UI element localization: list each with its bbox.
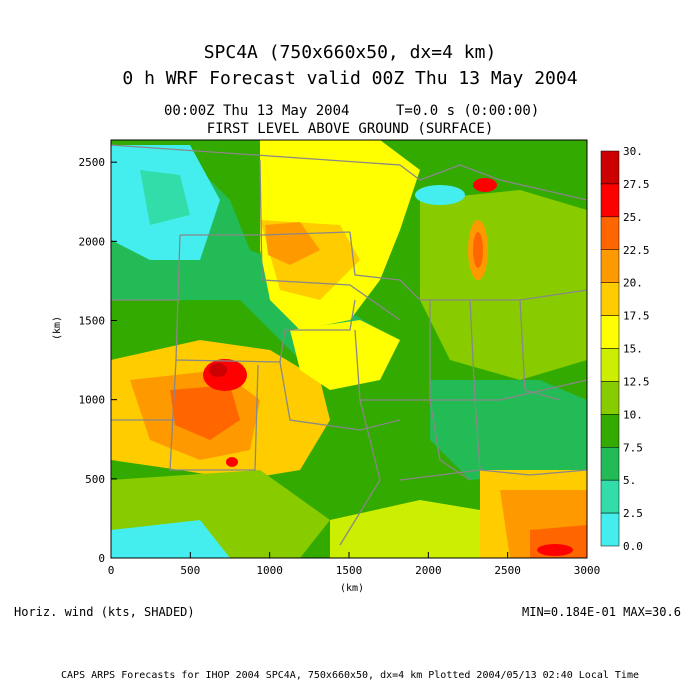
y-tick-label: 1500 bbox=[79, 315, 106, 328]
colorbar-label: 5. bbox=[623, 474, 636, 487]
x-tick-label: 0 bbox=[108, 564, 115, 577]
state-boundaries bbox=[111, 144, 587, 546]
x-axis-label: (km) bbox=[340, 583, 365, 594]
x-tick-label: 1500 bbox=[336, 564, 363, 577]
colorbar-label: 0.0 bbox=[623, 540, 643, 553]
colorbar-swatch bbox=[600, 315, 620, 349]
x-tick-label: 1000 bbox=[256, 564, 283, 577]
colorbar-label: 7.5 bbox=[623, 441, 643, 454]
colorbar-label: 20. bbox=[623, 277, 643, 290]
y-tick-label: 0 bbox=[98, 552, 105, 565]
colorbar-swatch bbox=[600, 414, 620, 448]
colorbar-label: 2.5 bbox=[623, 507, 643, 520]
colorbar-label: 15. bbox=[623, 343, 643, 356]
y-axis: 0 500 1000 1500 2000 2500 bbox=[79, 156, 117, 565]
colorbar-swatch bbox=[600, 150, 620, 185]
colorbar-label: 30. bbox=[623, 145, 643, 158]
colorbar-label: 10. bbox=[623, 408, 643, 421]
colorbar-label: 27.5 bbox=[623, 178, 650, 191]
colorbar-label: 22.5 bbox=[623, 244, 650, 257]
x-tick-label: 2000 bbox=[415, 564, 442, 577]
y-tick-label: 1000 bbox=[79, 394, 106, 407]
y-axis-label: (km) bbox=[52, 315, 63, 340]
min-max-label: MIN=0.184E-01 MAX=30.6 bbox=[522, 605, 681, 619]
x-tick-label: 500 bbox=[180, 564, 200, 577]
colorbar-swatch bbox=[600, 479, 620, 514]
title-line-2: 0 h WRF Forecast valid 00Z Thu 13 May 20… bbox=[122, 68, 578, 89]
variable-label: Horiz. wind (kts, SHADED) bbox=[14, 605, 195, 619]
level-label: FIRST LEVEL ABOVE GROUND (SURFACE) bbox=[206, 121, 494, 137]
credit-line: CAPS ARPS Forecasts for IHOP 2004 SPC4A,… bbox=[61, 670, 639, 681]
y-tick-label: 2000 bbox=[79, 235, 106, 248]
colorbar-label: 25. bbox=[623, 211, 643, 224]
x-tick-label: 2500 bbox=[494, 564, 521, 577]
colorbar-label: 17.5 bbox=[623, 310, 650, 323]
title-line-1: SPC4A (750x660x50, dx=4 km) bbox=[203, 42, 497, 63]
time-step: T=0.0 s (0:00:00) bbox=[396, 103, 540, 119]
colorbar-swatch bbox=[600, 348, 620, 382]
y-tick-label: 500 bbox=[85, 473, 105, 486]
colorbar: 30. 27.5 25. 22.5 20. 17.5 15. 12.5 10. 7.5 5. 2.5 0… bbox=[600, 145, 650, 553]
wind-field bbox=[111, 140, 587, 558]
x-tick-label: 3000 bbox=[574, 564, 601, 577]
colorbar-swatch bbox=[600, 447, 620, 481]
colorbar-swatch bbox=[600, 183, 620, 218]
colorbar-swatch bbox=[600, 381, 620, 415]
colorbar-swatch bbox=[600, 512, 620, 547]
colorbar-swatch bbox=[600, 249, 620, 283]
colorbar-label: 12.5 bbox=[623, 375, 650, 388]
colorbar-swatch bbox=[600, 216, 620, 250]
y-tick-label: 2500 bbox=[79, 156, 106, 169]
valid-time: 00:00Z Thu 13 May 2004 bbox=[164, 103, 350, 119]
x-axis: 0 500 1000 1500 2000 2500 3000 bbox=[108, 552, 601, 577]
colorbar-swatch bbox=[600, 282, 620, 316]
